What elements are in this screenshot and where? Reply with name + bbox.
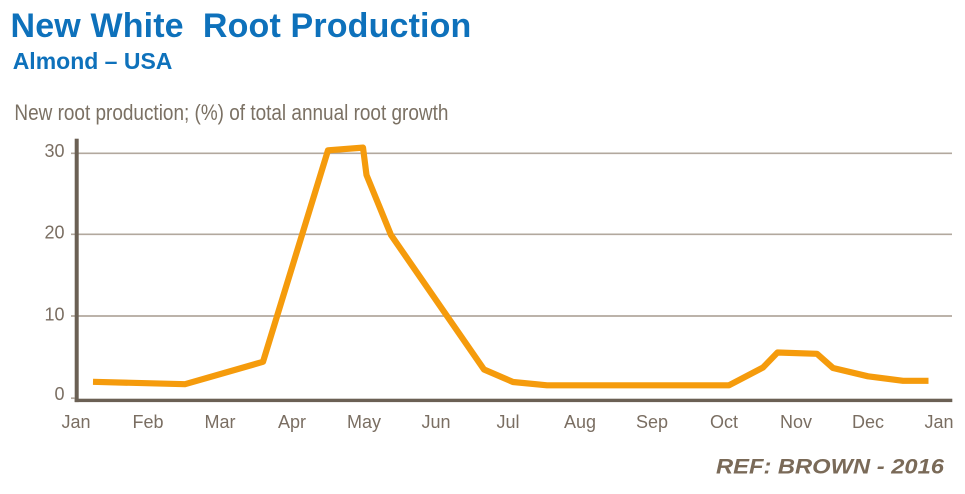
svg-text:Feb: Feb [132, 412, 163, 432]
svg-text:Nov: Nov [780, 412, 812, 432]
svg-text:New root production; (%) of to: New root production; (%) of total annual… [14, 100, 448, 125]
svg-text:Oct: Oct [710, 412, 738, 432]
svg-text:0: 0 [54, 384, 64, 404]
svg-text:10: 10 [44, 304, 64, 324]
svg-text:30: 30 [44, 141, 64, 161]
svg-text:Mar: Mar [205, 412, 236, 432]
svg-text:New White Root Production: New White Root Production [11, 7, 472, 45]
svg-text:Jul: Jul [496, 412, 519, 432]
svg-text:20: 20 [44, 223, 64, 243]
svg-text:Almond – USA: Almond – USA [13, 48, 173, 74]
svg-text:Apr: Apr [278, 412, 306, 432]
svg-text:Jan: Jan [924, 412, 953, 432]
svg-text:Aug: Aug [564, 412, 596, 432]
svg-text:Jun: Jun [421, 412, 450, 432]
svg-text:May: May [347, 412, 381, 432]
svg-text:Dec: Dec [852, 412, 884, 432]
svg-text:Sep: Sep [636, 412, 668, 432]
svg-text:REF: BROWN - 2016: REF: BROWN - 2016 [716, 454, 945, 478]
svg-text:Jan: Jan [61, 412, 90, 432]
